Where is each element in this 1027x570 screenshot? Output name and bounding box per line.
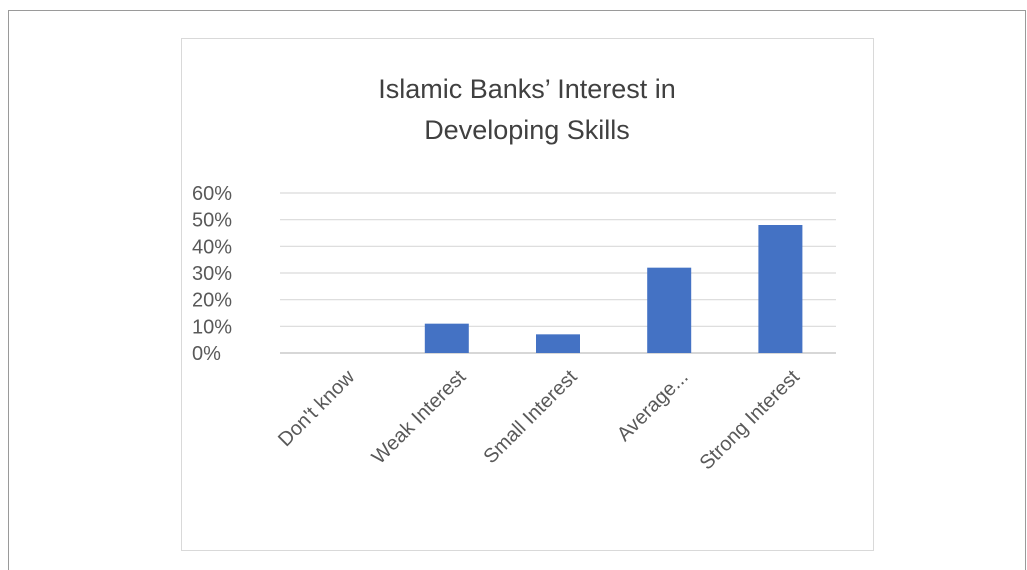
x-category-label: Don't know — [274, 366, 359, 451]
x-category-label: Strong Interest — [696, 366, 805, 475]
x-category-label: Small Interest — [480, 366, 582, 468]
y-tick-label: 0% — [192, 343, 221, 365]
bar — [424, 323, 469, 353]
y-tick-label: 20% — [192, 290, 232, 312]
figure-frame — [8, 10, 1026, 570]
y-tick-label: 30% — [192, 263, 232, 285]
y-tick-label: 50% — [192, 210, 232, 232]
x-category-label: Weak Interest — [368, 366, 471, 469]
chart-title-line-1: Islamic Banks’ Interest in — [378, 74, 676, 104]
bar — [536, 334, 580, 353]
chart-title-line-2: Developing Skills — [424, 115, 630, 145]
x-category-label: Average... — [613, 366, 693, 446]
y-tick-label: 60% — [192, 183, 232, 205]
y-tick-label: 40% — [192, 236, 232, 258]
y-tick-label: 10% — [192, 316, 232, 338]
bar — [758, 225, 803, 353]
bar — [647, 267, 692, 353]
